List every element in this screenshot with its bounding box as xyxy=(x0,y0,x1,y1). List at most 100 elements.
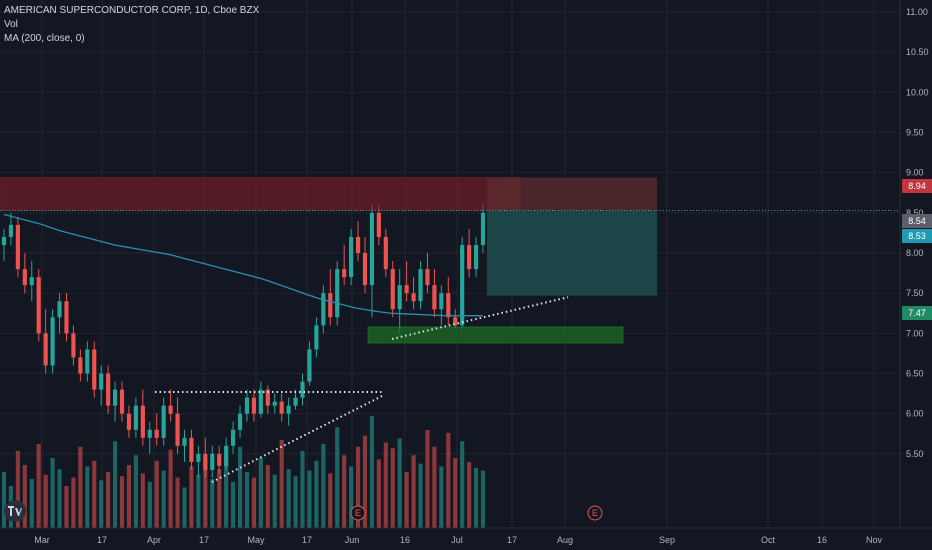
volume-bar xyxy=(314,460,319,528)
price-axis-label: 5.50 xyxy=(906,449,924,459)
candle-body xyxy=(85,349,90,374)
candle-body xyxy=(328,293,333,318)
candle-body xyxy=(335,269,340,318)
volume-bar xyxy=(22,465,27,528)
candle-body xyxy=(154,429,159,438)
volume-bar xyxy=(1,472,7,528)
volume-bar xyxy=(126,465,132,528)
volume-bar xyxy=(99,480,104,528)
volume-bar xyxy=(78,446,83,528)
candle-body xyxy=(439,293,444,310)
time-axis-label: 16 xyxy=(817,535,827,545)
support-zone xyxy=(367,326,624,344)
candle-body xyxy=(43,333,48,366)
candle-body xyxy=(321,293,326,326)
price-axis-label: 9.50 xyxy=(906,128,924,138)
volume-bar xyxy=(154,460,159,528)
price-axis-label: 6.00 xyxy=(906,409,924,419)
ma-indicator-label[interactable]: MA (200, close, 0) xyxy=(4,33,85,44)
price-axis-label: 10.50 xyxy=(906,47,929,57)
candle-body xyxy=(432,285,437,310)
candle-body xyxy=(349,236,354,278)
volume-bar xyxy=(300,451,305,528)
volume-bar xyxy=(237,446,243,528)
time-axis-label: Apr xyxy=(147,535,161,545)
candle-body xyxy=(224,445,229,466)
candle-body xyxy=(473,244,479,270)
candle-body xyxy=(182,437,187,446)
volume-bar xyxy=(133,455,138,528)
candle-body xyxy=(161,405,166,438)
candle-body xyxy=(22,269,27,286)
volume-bar xyxy=(307,470,312,528)
tradingview-logo-icon[interactable] xyxy=(4,500,26,522)
price-axis-label: 8.00 xyxy=(906,248,924,258)
ma-value-badge: 8.53 xyxy=(902,229,932,243)
candle-body xyxy=(237,413,243,430)
candle-body xyxy=(217,453,222,466)
volume-bar xyxy=(29,479,34,528)
volume-bar xyxy=(50,458,55,528)
volume-bar xyxy=(369,416,375,528)
volume-bar xyxy=(439,466,444,528)
volume-indicator-label[interactable]: Vol xyxy=(4,19,18,30)
candle-body xyxy=(460,244,465,326)
price-axis-label: 9.00 xyxy=(906,168,924,178)
volume-bar xyxy=(224,462,229,528)
earnings-marker-label: E xyxy=(355,508,361,518)
candle-body xyxy=(453,317,458,326)
price-axis-label: 6.50 xyxy=(906,369,924,379)
chart-legend: AMERICAN SUPERCONDUCTOR CORP, 1D, Cboe B… xyxy=(4,4,259,46)
volume-bar xyxy=(147,481,152,528)
candle-body xyxy=(300,381,305,398)
earnings-marker-label: E xyxy=(592,508,598,518)
candle-body xyxy=(355,236,361,254)
volume-bar xyxy=(71,477,76,528)
candle-body xyxy=(126,413,132,430)
candle-body xyxy=(411,293,416,302)
time-axis-label: Mar xyxy=(34,535,50,545)
candle-body xyxy=(376,212,381,237)
candle-body xyxy=(175,413,180,446)
time-axis-label: Aug xyxy=(557,535,573,545)
volume-bar xyxy=(251,477,256,528)
candle-body xyxy=(342,269,347,278)
candle-body xyxy=(71,333,76,358)
candle-body xyxy=(397,285,402,310)
volume-bar xyxy=(460,441,465,528)
volume-bar xyxy=(411,455,416,528)
candle-body xyxy=(244,397,250,414)
candle-body xyxy=(231,429,236,446)
candle-body xyxy=(210,453,215,470)
candle-body xyxy=(99,373,104,390)
candle-body xyxy=(112,389,118,406)
time-axis-label: Jul xyxy=(451,535,463,545)
volume-bar xyxy=(293,476,298,528)
volume-bar xyxy=(328,473,333,528)
position-target-area xyxy=(487,210,657,296)
candle-body xyxy=(36,277,41,334)
time-axis-label: 17 xyxy=(302,535,312,545)
volume-bar xyxy=(480,470,486,528)
price-axis-label: 8.50 xyxy=(906,208,924,218)
volume-bar xyxy=(265,465,270,528)
volume-bar xyxy=(453,458,458,528)
candle-body xyxy=(196,453,201,462)
symbol-title[interactable]: AMERICAN SUPERCONDUCTOR CORP, 1D, Cboe B… xyxy=(4,5,260,16)
price-axis-label: 7.50 xyxy=(906,288,924,298)
volume-bar xyxy=(175,477,180,528)
candle-body xyxy=(286,405,291,414)
volume-bar xyxy=(376,459,381,528)
time-axis-label: Sep xyxy=(659,535,675,545)
candle-body xyxy=(57,301,62,318)
time-axis-label: 17 xyxy=(507,535,517,545)
candle-body xyxy=(425,269,430,286)
volume-bar xyxy=(92,460,97,528)
volume-bar xyxy=(383,442,388,528)
candle-body xyxy=(78,357,83,374)
time-axis-label: Nov xyxy=(866,535,883,545)
price-axis-label: 7.00 xyxy=(906,328,924,338)
candle-body xyxy=(15,224,20,270)
volume-bar xyxy=(355,446,361,528)
